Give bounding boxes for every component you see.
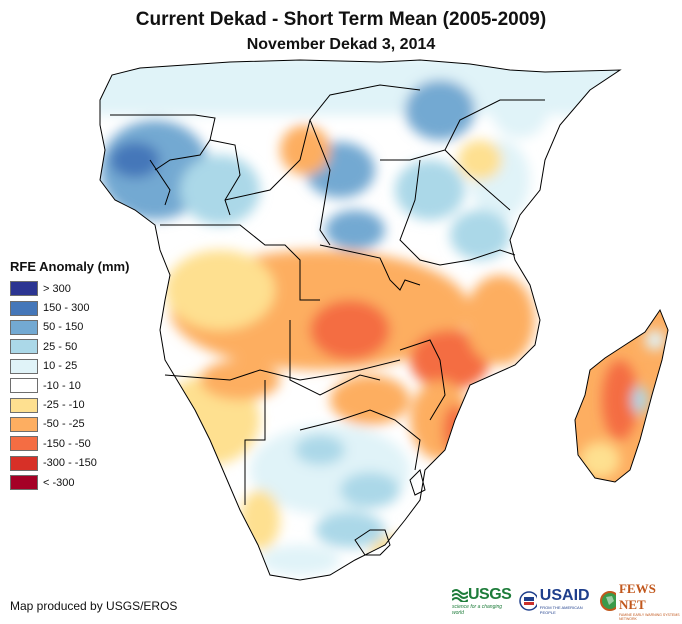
legend-item: -10 - 10 bbox=[10, 376, 129, 395]
fewsnet-logo: FEWS NET FAMINE EARLY WARNING SYSTEMS NE… bbox=[600, 581, 682, 621]
country-borders bbox=[99, 59, 669, 581]
legend-swatch bbox=[10, 339, 38, 355]
legend-swatch bbox=[10, 397, 38, 413]
fewsnet-globe-icon bbox=[600, 591, 616, 611]
map-title: Current Dekad - Short Term Mean (2005-20… bbox=[135, 9, 547, 30]
legend-label: -150 - -50 bbox=[43, 437, 91, 450]
legend-item: 25 - 50 bbox=[10, 337, 129, 356]
legend-swatch bbox=[10, 281, 38, 297]
legend-swatch bbox=[10, 455, 38, 471]
legend-item: 10 - 25 bbox=[10, 357, 129, 376]
legend-label: -25 - -10 bbox=[43, 399, 85, 412]
legend-label: 50 - 150 bbox=[43, 321, 84, 334]
legend-label: > 300 bbox=[43, 282, 71, 295]
legend-label: -50 - -25 bbox=[43, 418, 85, 431]
usgs-logo: USGS science for a changing world bbox=[452, 586, 512, 616]
legend-label: -10 - 10 bbox=[43, 379, 81, 392]
usgs-wave-icon bbox=[452, 589, 468, 602]
legend: RFE Anomaly (mm) > 300 150 - 300 50 - 150 2… bbox=[10, 259, 129, 492]
legend-swatch bbox=[10, 436, 38, 452]
legend-item: 150 - 300 bbox=[10, 298, 129, 317]
map-subtitle: November Dekad 3, 2014 bbox=[246, 36, 436, 53]
legend-item: -150 - -50 bbox=[10, 434, 129, 453]
legend-title: RFE Anomaly (mm) bbox=[10, 259, 130, 274]
legend-item: > 300 bbox=[10, 279, 129, 298]
map-credit: Map produced by USGS/EROS bbox=[10, 599, 178, 613]
legend-label: < -300 bbox=[43, 476, 75, 489]
mainland-anomaly-layer bbox=[100, 60, 620, 580]
usaid-seal-icon bbox=[519, 591, 537, 611]
legend-swatch bbox=[10, 416, 38, 432]
logo-strip: USGS science for a changing world USAID … bbox=[452, 581, 682, 621]
legend-label: 25 - 50 bbox=[43, 340, 78, 353]
legend-item: -50 - -25 bbox=[10, 415, 129, 434]
legend-label: 150 - 300 bbox=[43, 302, 90, 315]
legend-item: -25 - -10 bbox=[10, 395, 129, 414]
legend-swatch bbox=[10, 378, 38, 394]
legend-label: -300 - -150 bbox=[43, 457, 97, 470]
legend-item: 50 - 150 bbox=[10, 318, 129, 337]
legend-item: < -300 bbox=[10, 473, 129, 492]
legend-item: -300 - -150 bbox=[10, 454, 129, 473]
legend-label: 10 - 25 bbox=[43, 360, 78, 373]
legend-swatch bbox=[10, 358, 38, 374]
legend-swatch bbox=[10, 319, 38, 335]
usaid-logo: USAID FROM THE AMERICAN PEOPLE bbox=[519, 587, 592, 615]
legend-swatch bbox=[10, 300, 38, 316]
legend-swatch bbox=[10, 475, 38, 491]
